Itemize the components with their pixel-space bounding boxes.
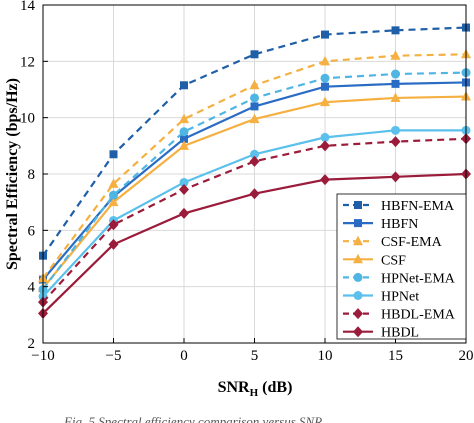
legend-swatch-marker bbox=[353, 235, 363, 246]
legend-item-csf-ema: CSF-EMA bbox=[343, 235, 443, 250]
data-point-hbdl-ema bbox=[179, 183, 189, 195]
x-axis-label-unit: (dB) bbox=[258, 379, 292, 396]
y-tick-label: 14 bbox=[20, 0, 36, 14]
data-point-hbfn-ema bbox=[321, 30, 329, 39]
data-point-hpnet-ema bbox=[109, 190, 118, 200]
y-tick-label: 6 bbox=[28, 223, 36, 239]
data-point-hbfn bbox=[250, 102, 259, 111]
legend-swatch-marker bbox=[353, 291, 363, 300]
data-point-csf-ema bbox=[179, 113, 189, 124]
legend-swatch-marker bbox=[354, 201, 362, 209]
x-axis-label: SNRH (dB) bbox=[218, 379, 293, 399]
data-point-csf-ema bbox=[108, 178, 119, 188]
x-tick-label: 0 bbox=[180, 348, 188, 364]
data-point-hbdl bbox=[320, 174, 330, 186]
data-point-hpnet-ema bbox=[320, 73, 330, 83]
data-point-hbdl-ema bbox=[249, 155, 260, 167]
data-point-hbfn bbox=[180, 134, 188, 143]
x-tick-label: 15 bbox=[388, 348, 403, 364]
legend-swatch-marker bbox=[353, 326, 363, 338]
legend-label: CSF bbox=[381, 253, 406, 268]
data-point-csf bbox=[320, 96, 330, 107]
x-tick-label: 20 bbox=[459, 348, 474, 364]
y-tick-label: 10 bbox=[20, 111, 35, 127]
legend-label: HPNet-EMA bbox=[381, 271, 456, 286]
plot-frame bbox=[42, 4, 467, 344]
data-point-csf bbox=[108, 196, 119, 207]
legend-swatch-marker bbox=[353, 308, 363, 320]
legend-swatch-marker bbox=[354, 219, 362, 228]
legend-item-csf: CSF bbox=[343, 253, 406, 268]
legend-item-hbdl: HBDL bbox=[343, 326, 419, 341]
x-tick-label: −5 bbox=[106, 348, 122, 364]
data-point-csf bbox=[179, 140, 189, 150]
y-tick-label: 2 bbox=[28, 336, 36, 352]
y-tick-label: 12 bbox=[20, 54, 35, 70]
series-hpnet-ema bbox=[38, 68, 471, 294]
data-point-hbdl-ema bbox=[390, 136, 401, 148]
data-point-hpnet-ema bbox=[250, 93, 259, 103]
data-point-csf bbox=[249, 113, 260, 124]
data-point-hpnet bbox=[320, 132, 330, 142]
data-point-csf bbox=[390, 92, 401, 102]
data-point-hbfn bbox=[391, 79, 400, 88]
y-axis-label: Spectral Efficiency (bps/Hz) bbox=[4, 78, 21, 270]
legend-label: HBFN bbox=[381, 217, 418, 232]
x-axis-label-main: SNR bbox=[218, 379, 250, 396]
data-point-hpnet-ema bbox=[179, 127, 189, 137]
legend-swatch-marker bbox=[353, 272, 363, 282]
legend-item-hpnet-ema: HPNet-EMA bbox=[343, 271, 456, 286]
data-point-hbdl bbox=[108, 238, 119, 250]
x-axis-label-subscript: H bbox=[250, 387, 259, 399]
x-tick-label: 5 bbox=[251, 348, 259, 364]
data-point-hbfn bbox=[321, 82, 329, 91]
data-point-csf-ema bbox=[249, 79, 260, 90]
legend-item-hbfn: HBFN bbox=[343, 217, 418, 232]
x-tick-label: −10 bbox=[31, 348, 54, 364]
y-tick-label: 8 bbox=[28, 167, 36, 183]
legend-label: HPNet bbox=[381, 290, 419, 305]
data-point-hbdl-ema bbox=[108, 219, 119, 231]
data-point-hbdl bbox=[390, 171, 401, 183]
legend-item-hbfn-ema: HBFN-EMA bbox=[343, 199, 455, 214]
legend-label: HBDL bbox=[381, 326, 419, 341]
series-csf-ema bbox=[38, 48, 471, 283]
data-point-hbdl bbox=[179, 207, 189, 219]
legend-item-hbdl-ema: HBDL-EMA bbox=[343, 308, 456, 323]
data-point-hpnet bbox=[391, 125, 400, 135]
legend-item-hpnet: HPNet bbox=[343, 290, 419, 305]
legend-swatch-marker bbox=[353, 253, 363, 264]
data-point-hpnet-ema bbox=[391, 69, 400, 79]
data-point-csf-ema bbox=[320, 55, 330, 66]
figure-caption: Fig. 5 Spectral efficiency comparison ve… bbox=[63, 414, 322, 423]
legend-label: HBFN-EMA bbox=[381, 199, 455, 214]
data-point-hpnet bbox=[179, 177, 189, 187]
data-point-hbfn-ema bbox=[109, 150, 118, 159]
x-tick-label: 10 bbox=[318, 348, 333, 364]
data-point-csf-ema bbox=[390, 50, 401, 60]
data-point-hpnet bbox=[250, 149, 259, 159]
series-layer bbox=[38, 23, 471, 319]
data-point-hbfn-ema bbox=[180, 81, 188, 90]
legend-label: HBDL-EMA bbox=[381, 308, 456, 323]
legend-label: CSF-EMA bbox=[381, 235, 443, 250]
plot-border bbox=[42, 4, 467, 344]
data-point-hbfn-ema bbox=[250, 50, 259, 59]
legend: HBFN-EMA HBFN CSF-EMA CSF HPNet-EMA HPNet HBDL… bbox=[336, 193, 467, 341]
data-point-hbfn-ema bbox=[391, 26, 400, 35]
data-point-hbdl-ema bbox=[320, 140, 330, 152]
data-point-hbdl bbox=[249, 188, 260, 200]
tick-labels: −10 −5 0 5 10 15 20 2 4 6 8 10 12 14 bbox=[20, 0, 474, 364]
y-tick-label: 4 bbox=[28, 280, 36, 296]
